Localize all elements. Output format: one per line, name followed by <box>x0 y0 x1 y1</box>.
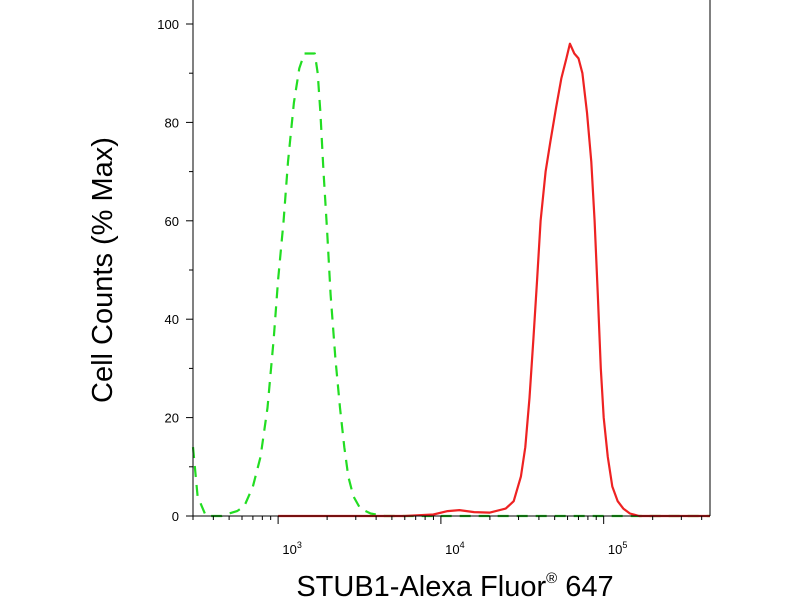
x-tick-label-exponent: 5 <box>622 540 627 550</box>
y-axis-title: Cell Counts (% Max) <box>87 137 119 403</box>
x-tick-label-base: 10 <box>608 542 622 557</box>
x-tick-label-exponent: 4 <box>460 540 465 550</box>
y-tick-label: 20 <box>165 411 179 426</box>
x-axis-title-suffix: 647 <box>557 571 613 600</box>
x-tick-label: 103 <box>282 540 301 557</box>
histogram-series-1 <box>191 52 710 518</box>
plot-area <box>193 0 710 517</box>
x-axis-title-registered-mark: ® <box>546 570 557 587</box>
y-axis: 0 20 40 60 80 100 <box>157 17 193 524</box>
x-tick-label-exponent: 3 <box>297 540 302 550</box>
y-tick-label: 80 <box>165 115 179 130</box>
y-tick-label: 40 <box>165 312 179 327</box>
x-axis-title-text: STUB1-Alexa Fluor <box>296 571 546 600</box>
y-tick-label: 100 <box>157 17 179 32</box>
x-axis: 103 104 105 <box>192 516 703 557</box>
histogram-series-2 <box>278 42 710 518</box>
y-tick-label: 0 <box>172 509 179 524</box>
series-layer <box>191 42 710 518</box>
x-tick-label: 105 <box>608 540 627 557</box>
x-tick-label-base: 10 <box>445 542 459 557</box>
x-axis-title: STUB1-Alexa Fluor® 647 <box>296 570 613 600</box>
x-tick-label-base: 10 <box>282 542 296 557</box>
x-tick-label: 104 <box>445 540 464 557</box>
plot-frame <box>192 0 711 517</box>
y-tick-label: 60 <box>165 214 179 229</box>
